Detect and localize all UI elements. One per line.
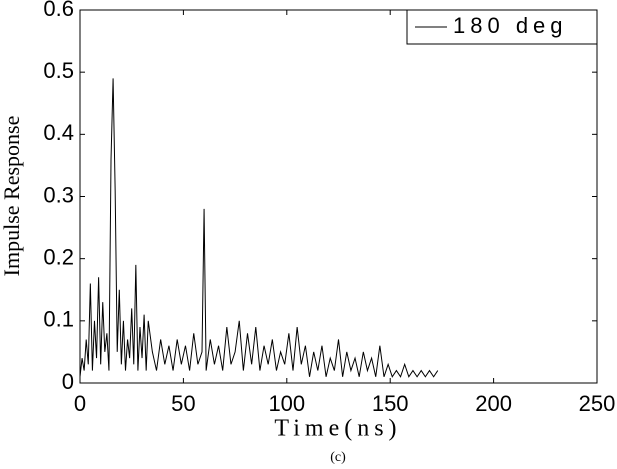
line-series xyxy=(79,78,439,378)
y-tick-label: 0.4 xyxy=(43,120,74,145)
caption: (c) xyxy=(330,450,346,465)
plot-frame xyxy=(79,9,598,384)
x-axis-label: Time(ns) xyxy=(274,416,401,442)
y-tick-label: 0.5 xyxy=(43,58,74,83)
y-tick-label: 0.3 xyxy=(43,182,74,207)
x-tick-label: 100 xyxy=(268,391,305,416)
y-tick-label: 0.1 xyxy=(43,307,74,332)
x-tick-label: 150 xyxy=(372,391,409,416)
legend-label: 180 deg xyxy=(453,13,568,38)
y-tick-label: 0 xyxy=(62,369,74,394)
y-tick-label: 0.6 xyxy=(43,0,74,21)
x-tick-label: 200 xyxy=(475,391,512,416)
y-tick-label: 0.2 xyxy=(43,244,74,269)
x-tick-label: 0 xyxy=(74,391,86,416)
x-tick-label: 50 xyxy=(171,391,195,416)
y-axis-label: Impulse Response xyxy=(0,116,24,277)
x-tick-label: 250 xyxy=(579,391,616,416)
